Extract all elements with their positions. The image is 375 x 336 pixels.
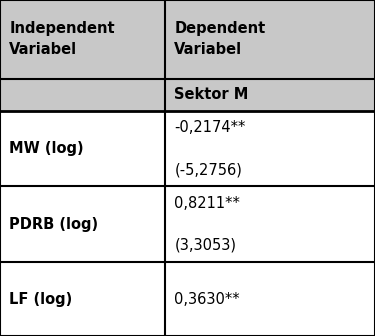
Bar bbox=[165, 0, 375, 79]
Bar bbox=[165, 262, 375, 336]
Text: 0,8211**

(3,3053): 0,8211** (3,3053) bbox=[174, 196, 240, 253]
Text: -0,2174**

(-5,2756): -0,2174** (-5,2756) bbox=[174, 120, 246, 177]
Bar bbox=[0, 0, 165, 79]
Bar bbox=[0, 79, 165, 111]
Text: LF (log): LF (log) bbox=[9, 292, 73, 306]
Text: Dependent
Variabel: Dependent Variabel bbox=[174, 22, 266, 57]
Text: 0,3630**: 0,3630** bbox=[174, 292, 240, 306]
Bar bbox=[165, 186, 375, 262]
Text: Sektor M: Sektor M bbox=[174, 87, 249, 102]
Bar bbox=[165, 79, 375, 111]
Text: PDRB (log): PDRB (log) bbox=[9, 217, 99, 232]
Text: MW (log): MW (log) bbox=[9, 141, 84, 156]
Bar bbox=[0, 111, 165, 186]
Bar bbox=[0, 262, 165, 336]
Bar bbox=[0, 186, 165, 262]
Text: Independent
Variabel: Independent Variabel bbox=[9, 22, 115, 57]
Bar bbox=[165, 111, 375, 186]
